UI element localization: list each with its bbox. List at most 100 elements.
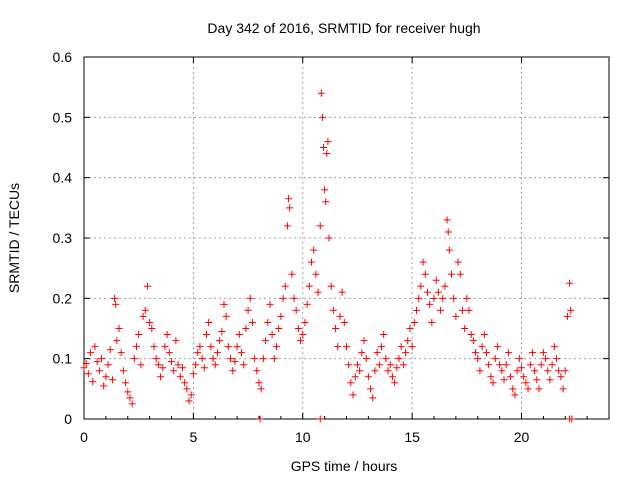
- data-point: [391, 379, 399, 387]
- data-point: [550, 343, 558, 351]
- data-point: [242, 325, 250, 332]
- data-point: [444, 228, 452, 236]
- data-point: [417, 282, 425, 290]
- data-point: [257, 385, 265, 393]
- data-point: [137, 361, 145, 369]
- data-point: [196, 343, 204, 351]
- y-axis-label: SRMTID / TECUs: [6, 183, 22, 293]
- data-point: [544, 367, 552, 375]
- data-point: [338, 288, 346, 296]
- data-point: [336, 312, 344, 320]
- data-point: [539, 349, 547, 357]
- data-point: [275, 325, 283, 332]
- data-point: [509, 385, 517, 393]
- data-point: [301, 318, 309, 326]
- axis-tick-labels: 0 5 10 15 20 0 0.1 0.2 0.3 0.4 0.5 0.6: [53, 49, 530, 445]
- data-point: [216, 337, 224, 345]
- data-point: [445, 246, 453, 254]
- data-point: [288, 270, 296, 278]
- data-point: [198, 355, 206, 363]
- data-point: [281, 282, 289, 290]
- data-point: [273, 343, 280, 351]
- data-point: [89, 378, 97, 386]
- data-point: [397, 343, 405, 351]
- data-point: [84, 370, 92, 378]
- data-point: [279, 294, 287, 302]
- data-point: [285, 195, 293, 203]
- data-point: [255, 379, 263, 387]
- data-point: [238, 349, 245, 357]
- data-point: [373, 349, 381, 357]
- data-point: [439, 294, 447, 302]
- data-point: [316, 415, 324, 423]
- data-point: [139, 312, 147, 320]
- data-point: [227, 355, 235, 363]
- data-point: [172, 337, 180, 345]
- data-point: [176, 373, 184, 381]
- data-point: [187, 391, 195, 399]
- data-point: [513, 367, 521, 375]
- data-point: [98, 355, 105, 363]
- data-point: [487, 373, 495, 381]
- data-point: [111, 294, 119, 302]
- data-point: [185, 397, 193, 405]
- data-point: [305, 282, 313, 290]
- data-point: [168, 358, 175, 366]
- data-point: [395, 355, 403, 363]
- axis-ticks: [83, 56, 609, 420]
- x-tick-label: 0: [80, 429, 88, 445]
- data-point: [231, 358, 239, 366]
- data-point: [402, 349, 410, 357]
- data-point: [183, 385, 191, 393]
- data-point: [353, 361, 361, 369]
- data-point: [135, 331, 143, 339]
- data-point: [318, 113, 326, 121]
- data-point: [454, 258, 462, 266]
- data-point: [515, 355, 523, 363]
- data-point: [148, 325, 156, 332]
- data-point: [181, 379, 189, 387]
- data-point: [82, 359, 90, 367]
- data-point: [559, 385, 567, 393]
- data-point: [290, 294, 298, 302]
- data-point: [294, 325, 302, 332]
- data-point: [566, 279, 574, 287]
- data-point: [478, 343, 486, 351]
- data-point: [443, 216, 451, 224]
- data-point: [113, 337, 121, 345]
- data-point: [270, 355, 278, 363]
- data-point: [218, 328, 226, 336]
- data-point: [143, 282, 151, 290]
- data-point: [419, 258, 427, 266]
- data-point: [93, 358, 101, 366]
- data-point: [406, 325, 414, 332]
- data-point: [456, 270, 464, 278]
- data-point: [189, 370, 197, 378]
- data-point: [430, 294, 438, 302]
- data-point: [266, 300, 274, 308]
- y-tick-label: 0.6: [53, 49, 73, 65]
- x-axis-label: GPS time / hours: [291, 458, 398, 474]
- data-point: [102, 373, 110, 381]
- x-tick-label: 5: [189, 429, 197, 445]
- data-point: [362, 355, 370, 363]
- data-point: [561, 367, 569, 375]
- data-point: [467, 331, 475, 339]
- data-point: [327, 282, 335, 290]
- data-point: [469, 337, 477, 345]
- data-point: [213, 349, 221, 357]
- data-point: [347, 379, 355, 387]
- data-point: [122, 379, 130, 387]
- data-point: [364, 373, 372, 381]
- data-point: [161, 343, 169, 351]
- x-tick-label: 20: [514, 429, 530, 445]
- data-point: [461, 325, 469, 332]
- data-points: [80, 89, 576, 423]
- data-point: [441, 282, 449, 290]
- data-point: [345, 361, 353, 369]
- data-point: [256, 415, 264, 423]
- data-point: [450, 294, 458, 302]
- data-point: [322, 198, 330, 206]
